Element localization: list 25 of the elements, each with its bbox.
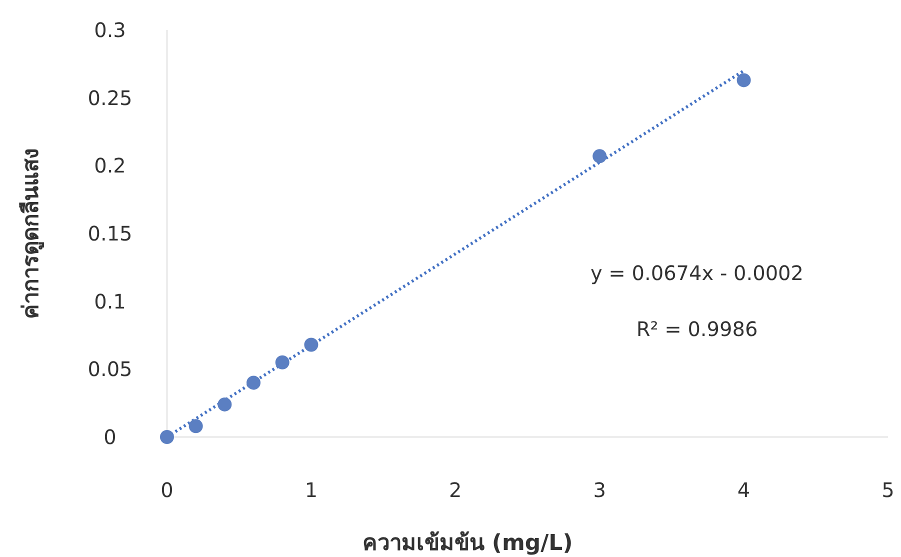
- point: [218, 397, 232, 412]
- point: [304, 338, 318, 352]
- annotation: R² = 0.9986: [636, 317, 758, 341]
- y-tick-label: 0.15: [88, 222, 132, 246]
- point: [246, 376, 261, 390]
- y-tick-label: 0.2: [94, 154, 126, 178]
- point: [736, 73, 751, 88]
- x-tick-label: 5: [882, 478, 894, 502]
- annotation: y = 0.0674x - 0.0002: [590, 261, 804, 285]
- x-tick-label: 4: [737, 478, 750, 502]
- y-axis-title: ค่าการดูดกลืนแสง: [19, 148, 45, 319]
- x-tick-label: 2: [449, 478, 462, 502]
- point: [160, 430, 174, 444]
- x-tick-label: 1: [304, 478, 318, 502]
- x-tick-label: 3: [593, 478, 606, 502]
- point: [592, 149, 607, 164]
- y-tick-label: 0: [104, 425, 116, 449]
- y-tick-label: 0.3: [94, 18, 126, 42]
- y-tick-label: 0.1: [94, 289, 126, 314]
- y-tick-label: 0.05: [88, 357, 132, 382]
- point: [275, 355, 290, 370]
- x-axis-title: ความเข้มข้น (mg/L): [362, 531, 573, 556]
- y-tick-label: 0.25: [88, 86, 132, 110]
- x-tick-label: 0: [160, 478, 174, 502]
- point: [188, 419, 203, 434]
